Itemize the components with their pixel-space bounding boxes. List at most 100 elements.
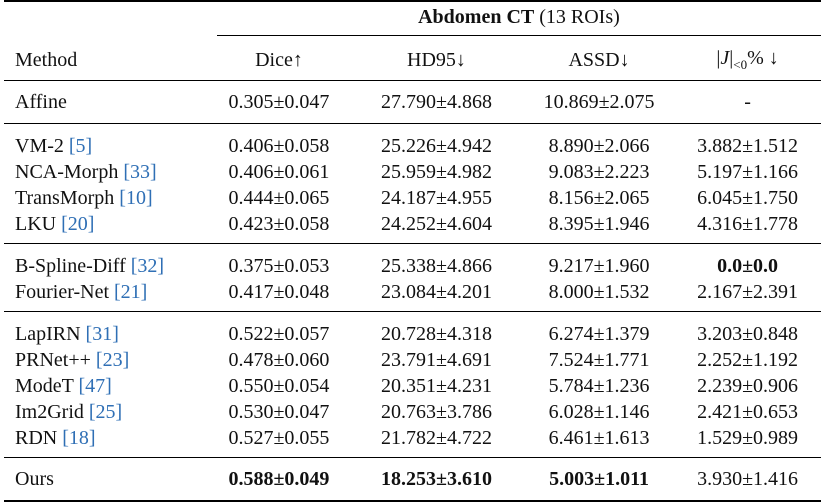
col-header-assd: ASSD↓ (568, 48, 630, 71)
citation-link[interactable]: [32] (130, 254, 165, 277)
hd95-value: 24.252±4.604 (381, 212, 492, 235)
jac-value: 0.0±0.0 (674, 243, 821, 279)
jac-value: 2.239±0.906 (697, 374, 799, 397)
citation-link[interactable]: [33] (123, 160, 157, 183)
hd95-value: 25.959±4.982 (381, 160, 492, 183)
jac-value: 6.045±1.750 (697, 186, 799, 209)
jac-value: 2.167±2.391 (697, 280, 799, 303)
method-name: LKU (15, 212, 62, 235)
assd-value: 9.217±1.960 (523, 243, 675, 279)
super-header-rest: (13 ROIs) (534, 6, 620, 28)
method-name: VM-2 (15, 134, 69, 157)
assd-value: 9.083±2.223 (548, 160, 650, 183)
citation-link[interactable]: [5] (68, 134, 93, 157)
hd95-value: 24.187±4.955 (381, 186, 492, 209)
assd-value: 10.869±2.075 (523, 80, 675, 124)
table-row: PRNet++ [23] 0.478±0.060 23.791±4.691 7.524… (4, 347, 821, 373)
dice-value: 0.305±0.047 (208, 80, 350, 124)
method-name-cell: B-Spline-Diff [32] (4, 243, 209, 279)
col-header-hd95: HD95↓ (407, 48, 466, 71)
method-name: TransMorph (15, 186, 120, 209)
method-name: Ours (15, 467, 54, 490)
jac-value: 3.882±1.512 (674, 123, 821, 159)
assd-value: 6.028±1.146 (548, 400, 650, 423)
method-name: ModeT (15, 374, 79, 397)
hd95-value: 20.728±4.318 (349, 311, 524, 347)
method-name: LapIRN (15, 322, 86, 345)
method-name-cell: LKU [20] (4, 211, 209, 244)
assd-value: 6.461±1.613 (548, 426, 650, 449)
table-row: Ours 0.588±0.049 18.253±3.610 5.003±1.011 3.… (4, 457, 821, 502)
jac-value: 5.197±1.166 (697, 160, 799, 183)
method-name: B-Spline-Diff (15, 254, 131, 277)
table-row: VM-2 [5] 0.406±0.058 25.226±4.942 8.890±2.0… (4, 123, 821, 159)
hd95-value: 23.084±4.201 (381, 280, 492, 303)
table-row: Affine 0.305±0.047 27.790±4.868 10.869±2.07… (4, 80, 821, 124)
table-row: RDN [18] 0.527±0.055 21.782±4.722 6.461±1.6… (4, 425, 821, 458)
dice-value: 0.550±0.054 (228, 374, 330, 397)
table-row: B-Spline-Diff [32] 0.375±0.053 25.338±4.86… (4, 243, 821, 279)
dice-value: 0.588±0.049 (208, 457, 350, 502)
jac-value: 4.316±1.778 (697, 212, 799, 235)
method-name-cell: Fourier-Net [21] (4, 279, 209, 312)
method-name-cell: Im2Grid [25] (4, 399, 209, 425)
dice-value: 0.530±0.047 (228, 400, 330, 423)
hd95-value: 25.226±4.942 (349, 123, 524, 159)
jac-value: 3.203±0.848 (674, 311, 821, 347)
table-row: NCA-Morph [33] 0.406±0.061 25.959±4.982 9.0… (4, 159, 821, 185)
method-name: Im2Grid (15, 400, 89, 423)
method-name: NCA-Morph (15, 160, 124, 183)
jac-value: 2.252±1.192 (697, 348, 799, 371)
table-row: Im2Grid [25] 0.530±0.047 20.763±3.786 6.028… (4, 399, 821, 425)
method-name-cell: NCA-Morph [33] (4, 159, 209, 185)
assd-value: 8.890±2.066 (523, 123, 675, 159)
citation-link[interactable]: [18] (62, 426, 96, 449)
assd-value: 5.784±1.236 (548, 374, 650, 397)
hd95-value: 20.763±3.786 (381, 400, 492, 423)
method-name: Affine (15, 90, 67, 113)
assd-value: 8.000±1.532 (548, 280, 650, 303)
method-name: PRNet++ (15, 348, 96, 371)
dice-value: 0.375±0.053 (208, 243, 350, 279)
col-header-dice: Dice↑ (255, 48, 303, 71)
super-header-bold: Abdomen CT (418, 6, 535, 28)
method-name-cell: Ours (4, 457, 209, 502)
dice-value: 0.423±0.058 (228, 212, 330, 235)
assd-value: 7.524±1.771 (548, 348, 650, 371)
method-name-cell: TransMorph [10] (4, 185, 209, 211)
method-name-cell: VM-2 [5] (4, 123, 209, 159)
table-row: LKU [20] 0.423±0.058 24.252±4.604 8.395±1.9… (4, 211, 821, 244)
header-empty-cell (4, 0, 209, 40)
citation-link[interactable]: [23] (95, 348, 130, 371)
col-header-jacobian: |J|<0% ↓ (716, 47, 779, 72)
jac-value: 3.930±1.416 (674, 457, 821, 502)
citation-link[interactable]: [20] (61, 212, 95, 235)
hd95-value: 27.790±4.868 (349, 80, 524, 124)
dice-value: 0.406±0.061 (228, 160, 330, 183)
citation-link[interactable]: [47] (78, 374, 112, 397)
jac-value: 2.421±0.653 (697, 400, 799, 423)
hd95-value: 18.253±3.610 (349, 457, 524, 502)
dice-value: 0.522±0.057 (208, 311, 350, 347)
method-name-cell: ModeT [47] (4, 373, 209, 399)
hd95-value: 21.782±4.722 (381, 426, 492, 449)
dice-value: 0.417±0.048 (228, 280, 330, 303)
dice-value: 0.406±0.058 (208, 123, 350, 159)
citation-link[interactable]: [10] (119, 186, 153, 209)
method-name: Fourier-Net (15, 280, 115, 303)
table-body: Affine 0.305±0.047 27.790±4.868 10.869±2.07… (4, 80, 821, 502)
citation-link[interactable]: [21] (114, 280, 148, 303)
table-row: TransMorph [10] 0.444±0.065 24.187±4.955 8.… (4, 185, 821, 211)
jac-value: 1.529±0.989 (697, 426, 799, 449)
super-header: Abdomen CT (13 ROIs) (208, 0, 821, 40)
assd-value: 5.003±1.011 (523, 457, 675, 502)
assd-value: 6.274±1.379 (523, 311, 675, 347)
table-row: Fourier-Net [21] 0.417±0.048 23.084±4.201 8… (4, 279, 821, 312)
citation-link[interactable]: [25] (88, 400, 123, 423)
method-name-cell: RDN [18] (4, 425, 209, 458)
hd95-value: 25.338±4.866 (349, 243, 524, 279)
method-name-cell: PRNet++ [23] (4, 347, 209, 373)
dice-value: 0.478±0.060 (228, 348, 330, 371)
hd95-value: 23.791±4.691 (381, 348, 492, 371)
citation-link[interactable]: [31] (85, 322, 119, 345)
